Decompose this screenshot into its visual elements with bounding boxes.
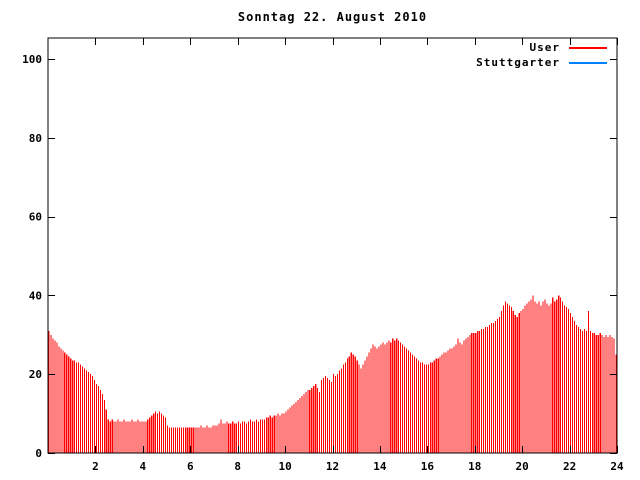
legend-line-red-icon	[569, 46, 607, 49]
svg-text:18: 18	[468, 460, 481, 473]
svg-text:8: 8	[234, 460, 241, 473]
svg-text:40: 40	[29, 289, 42, 302]
legend-label-stuttgarter: Stuttgarter	[476, 56, 560, 69]
legend-label-user: User	[529, 41, 560, 54]
legend: User Stuttgarter	[476, 40, 607, 70]
svg-text:22: 22	[563, 460, 576, 473]
svg-text:24: 24	[610, 460, 624, 473]
svg-text:6: 6	[187, 460, 194, 473]
svg-text:10: 10	[278, 460, 291, 473]
svg-text:0: 0	[35, 447, 42, 460]
chart-title: Sonntag 22. August 2010	[237, 10, 428, 24]
svg-text:20: 20	[516, 460, 529, 473]
svg-text:12: 12	[326, 460, 339, 473]
svg-text:60: 60	[29, 211, 42, 224]
user-bars	[48, 295, 617, 453]
legend-item-stuttgarter: Stuttgarter	[476, 55, 607, 70]
svg-text:16: 16	[421, 460, 435, 473]
svg-text:2: 2	[92, 460, 99, 473]
svg-text:4: 4	[140, 460, 147, 473]
legend-line-blue-icon	[569, 61, 607, 64]
legend-item-user: User	[476, 40, 607, 55]
svg-text:14: 14	[373, 460, 387, 473]
svg-text:80: 80	[29, 132, 42, 145]
svg-text:20: 20	[29, 368, 42, 381]
svg-text:100: 100	[22, 53, 42, 66]
